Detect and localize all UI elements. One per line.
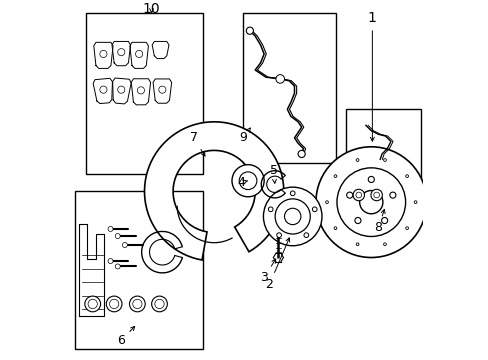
Circle shape — [381, 217, 387, 224]
Circle shape — [106, 296, 122, 312]
Circle shape — [389, 192, 395, 198]
Circle shape — [100, 86, 107, 93]
Text: 9: 9 — [239, 128, 250, 144]
Text: 5: 5 — [269, 163, 277, 183]
Circle shape — [383, 159, 386, 161]
Circle shape — [100, 50, 107, 58]
Circle shape — [263, 187, 321, 246]
Circle shape — [370, 189, 382, 201]
Circle shape — [275, 199, 310, 234]
Circle shape — [135, 50, 142, 58]
Text: 2: 2 — [265, 238, 289, 291]
Circle shape — [108, 226, 113, 231]
Circle shape — [118, 86, 124, 93]
Text: 4: 4 — [237, 176, 247, 189]
Circle shape — [405, 175, 407, 177]
Circle shape — [159, 86, 165, 93]
Circle shape — [312, 207, 316, 212]
Circle shape — [268, 207, 272, 212]
Text: 1: 1 — [367, 11, 376, 141]
Circle shape — [325, 201, 328, 203]
Circle shape — [367, 176, 374, 183]
Circle shape — [137, 87, 144, 94]
Circle shape — [304, 233, 308, 238]
Circle shape — [290, 191, 294, 195]
Circle shape — [85, 296, 101, 312]
Circle shape — [115, 264, 120, 269]
Circle shape — [333, 227, 336, 230]
Circle shape — [315, 147, 426, 257]
Circle shape — [118, 49, 124, 56]
Circle shape — [246, 27, 253, 34]
Circle shape — [239, 172, 256, 190]
Circle shape — [231, 165, 264, 197]
Circle shape — [346, 192, 352, 198]
Circle shape — [298, 150, 305, 158]
Circle shape — [354, 217, 360, 224]
Circle shape — [355, 192, 361, 198]
Circle shape — [383, 243, 386, 246]
Circle shape — [284, 208, 300, 225]
Polygon shape — [144, 122, 283, 260]
Circle shape — [333, 175, 336, 177]
Bar — [85, 13, 203, 174]
Circle shape — [352, 189, 364, 201]
Circle shape — [413, 201, 416, 203]
Circle shape — [122, 243, 127, 248]
Circle shape — [132, 299, 142, 309]
Text: 6: 6 — [117, 327, 134, 347]
Text: 7: 7 — [189, 131, 204, 156]
Bar — [242, 13, 335, 163]
Text: 10: 10 — [142, 2, 160, 16]
Circle shape — [355, 159, 358, 161]
Circle shape — [275, 75, 284, 83]
Bar — [346, 109, 421, 216]
Circle shape — [129, 296, 145, 312]
Bar — [75, 192, 203, 348]
Text: 8: 8 — [374, 210, 384, 234]
Text: 3: 3 — [260, 259, 275, 284]
Circle shape — [373, 192, 379, 198]
Circle shape — [359, 190, 382, 214]
Circle shape — [405, 227, 407, 230]
Circle shape — [151, 296, 167, 312]
Circle shape — [155, 299, 164, 309]
Circle shape — [276, 233, 281, 238]
Circle shape — [336, 168, 405, 237]
Circle shape — [109, 299, 119, 309]
Circle shape — [115, 234, 120, 239]
Circle shape — [108, 258, 113, 264]
Circle shape — [355, 243, 358, 246]
Circle shape — [88, 299, 97, 309]
